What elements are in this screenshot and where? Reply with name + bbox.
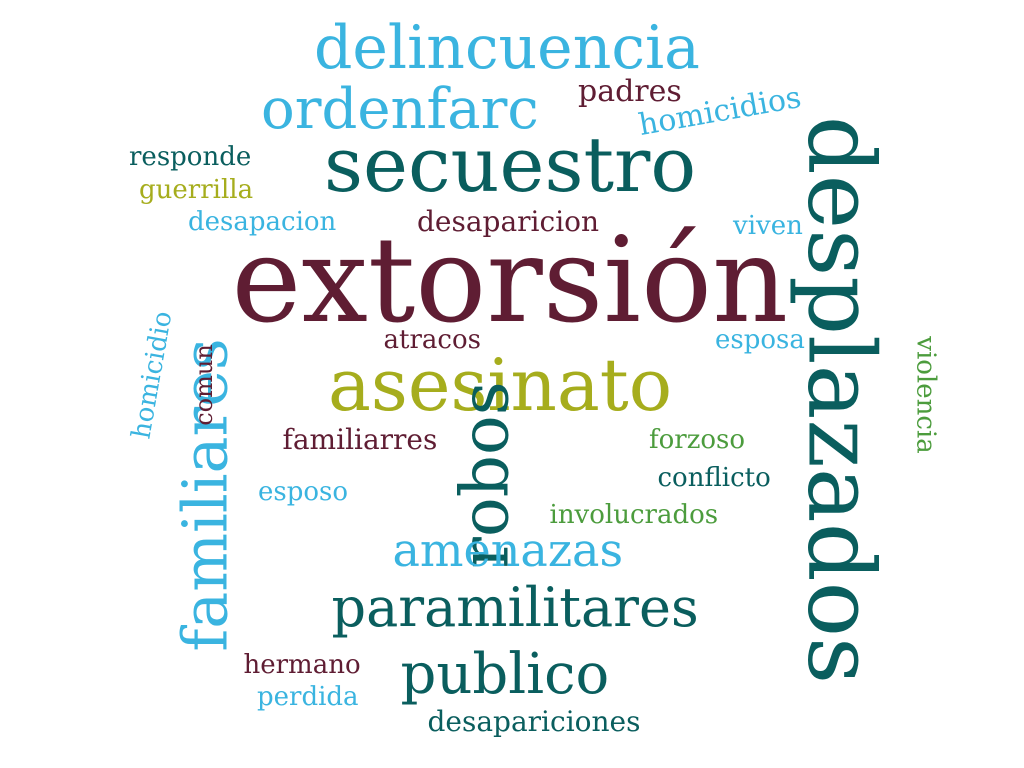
word-padres: padres [578,74,682,109]
word-ordenfarc: ordenfarc [261,77,539,142]
word-desplazados: desplazados [786,115,894,685]
word-involucrados: involucrados [549,500,719,530]
word-secuestro: secuestro [324,120,697,209]
word-delincuencia: delincuencia [314,13,700,83]
word-forzoso: forzoso [649,425,746,455]
word-esposo: esposo [258,477,349,507]
word-amenazas: amenazas [392,523,624,577]
word-viven: viven [733,211,803,241]
word-publico: publico [400,642,610,707]
word-asesinato: asesinato [328,343,673,427]
word-violencia: violencia [910,336,941,454]
word-desapacion: desapacion [188,207,337,237]
word-desapariciones: desapariciones [427,705,641,738]
word-responde: responde [129,142,252,172]
word-atracos: atracos [383,325,481,355]
word-hermano: hermano [243,650,361,680]
word-conflicto: conflicto [657,463,771,493]
word-desaparicion: desaparicion [417,205,600,238]
word-comun: comun [189,344,218,426]
word-paramilitares: paramilitares [331,576,699,639]
word-extorsion: extorsión [231,211,789,349]
word-perdida: perdida [257,682,359,712]
word-familiarres: familiarres [282,423,438,456]
word-guerrilla: guerrilla [139,175,254,205]
word-esposa: esposa [715,325,805,355]
